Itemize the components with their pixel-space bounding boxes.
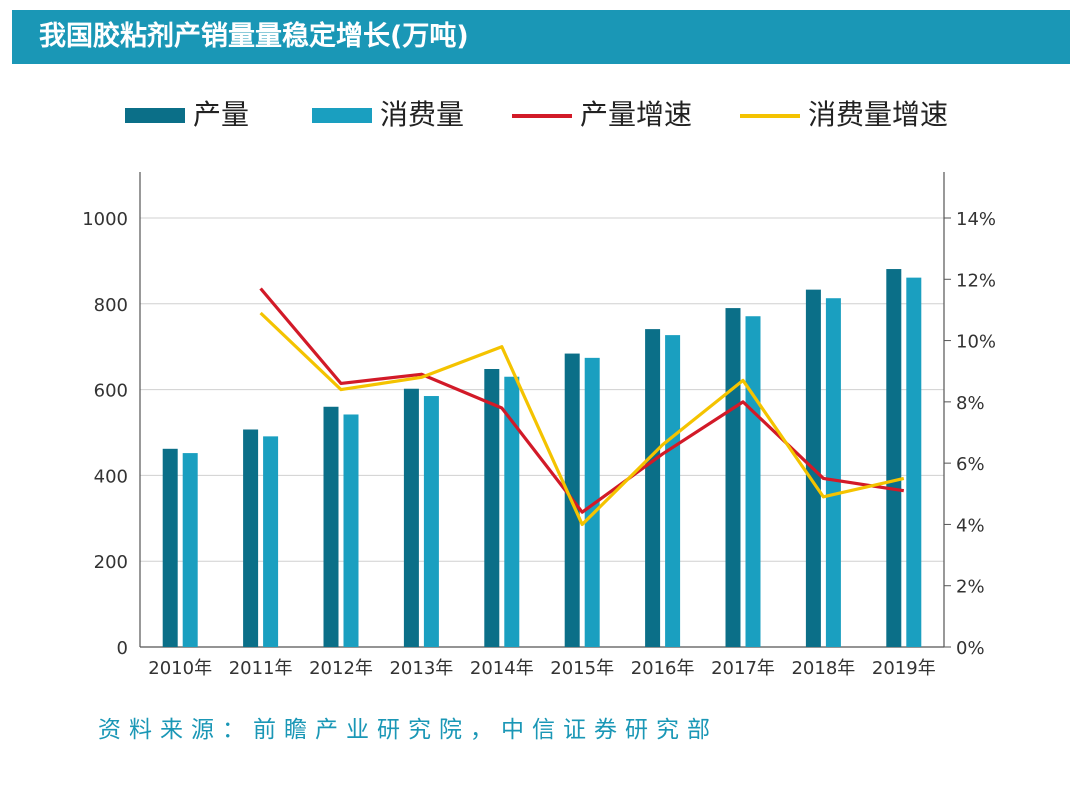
bar-consumption bbox=[825, 298, 841, 647]
legend-swatch-consumption bbox=[312, 108, 372, 123]
bar-consumption bbox=[906, 277, 922, 647]
title-bar: 我国胶粘剂产销量量稳定增长(万吨) bbox=[12, 10, 1070, 64]
x-tick-label: 2014年 bbox=[470, 658, 534, 679]
y-left-tick-label: 400 bbox=[94, 466, 128, 487]
y-left-tick-label: 200 bbox=[94, 552, 128, 573]
y-right-tick-label: 0% bbox=[956, 638, 985, 659]
y-right-tick-label: 2% bbox=[956, 577, 985, 598]
bar-consumption bbox=[343, 414, 359, 647]
bar-production bbox=[645, 329, 661, 647]
x-tick-label: 2013年 bbox=[389, 658, 453, 679]
x-tick-label: 2019年 bbox=[872, 658, 936, 679]
x-tick-label: 2017年 bbox=[711, 658, 775, 679]
bar-production bbox=[484, 369, 500, 647]
bar-consumption bbox=[504, 376, 520, 647]
legend-label-consumption: 消费量 bbox=[380, 98, 465, 131]
x-tick-label: 2015年 bbox=[550, 658, 614, 679]
y-right-tick-label: 12% bbox=[956, 270, 996, 291]
legend-label-production: 产量 bbox=[193, 98, 250, 131]
chart-title: 我国胶粘剂产销量量稳定增长(万吨) bbox=[39, 21, 469, 52]
line-consumption-growth bbox=[259, 311, 905, 527]
bar-consumption bbox=[182, 453, 198, 647]
legend: 产量 消费量 产量增速 消费量增速 bbox=[0, 92, 1080, 138]
source-note: 资料来源：前瞻产业研究院，中信证券研究部 bbox=[98, 717, 718, 743]
y-right-tick-label: 10% bbox=[956, 332, 996, 353]
legend-label-consumption-growth: 消费量增速 bbox=[808, 98, 949, 131]
y-right-tick-label: 4% bbox=[956, 515, 985, 536]
line-production-growth bbox=[259, 287, 905, 514]
y-right-tick-label: 6% bbox=[956, 454, 985, 475]
bar-consumption bbox=[584, 357, 600, 647]
bar-consumption bbox=[263, 436, 279, 647]
x-tick-label: 2012年 bbox=[309, 658, 373, 679]
x-tick-label: 2016年 bbox=[631, 658, 695, 679]
y-left-tick-label: 800 bbox=[94, 295, 128, 316]
bar-production bbox=[323, 406, 339, 647]
y-left-tick-label: 600 bbox=[94, 381, 128, 402]
legend-swatch-production bbox=[125, 108, 185, 123]
bar-production bbox=[162, 448, 178, 647]
x-tick-label: 2010年 bbox=[148, 658, 212, 679]
bar-consumption bbox=[665, 335, 681, 647]
bar-consumption bbox=[423, 396, 439, 647]
bar-consumption bbox=[745, 316, 761, 647]
bar-production bbox=[886, 269, 902, 647]
x-tick-label: 2011年 bbox=[229, 658, 293, 679]
y-left-tick-label: 1000 bbox=[82, 209, 128, 230]
y-right-tick-label: 14% bbox=[956, 209, 996, 230]
legend-swatch-consumption-growth bbox=[740, 114, 800, 118]
bar-production bbox=[243, 429, 259, 647]
x-tick-label: 2018年 bbox=[791, 658, 855, 679]
y-right-tick-label: 8% bbox=[956, 393, 985, 414]
bar-production bbox=[403, 388, 419, 647]
bar-production bbox=[725, 308, 741, 647]
legend-label-production-growth: 产量增速 bbox=[580, 98, 693, 131]
legend-swatch-production-growth bbox=[512, 114, 572, 118]
y-left-tick-label: 0 bbox=[117, 638, 128, 659]
